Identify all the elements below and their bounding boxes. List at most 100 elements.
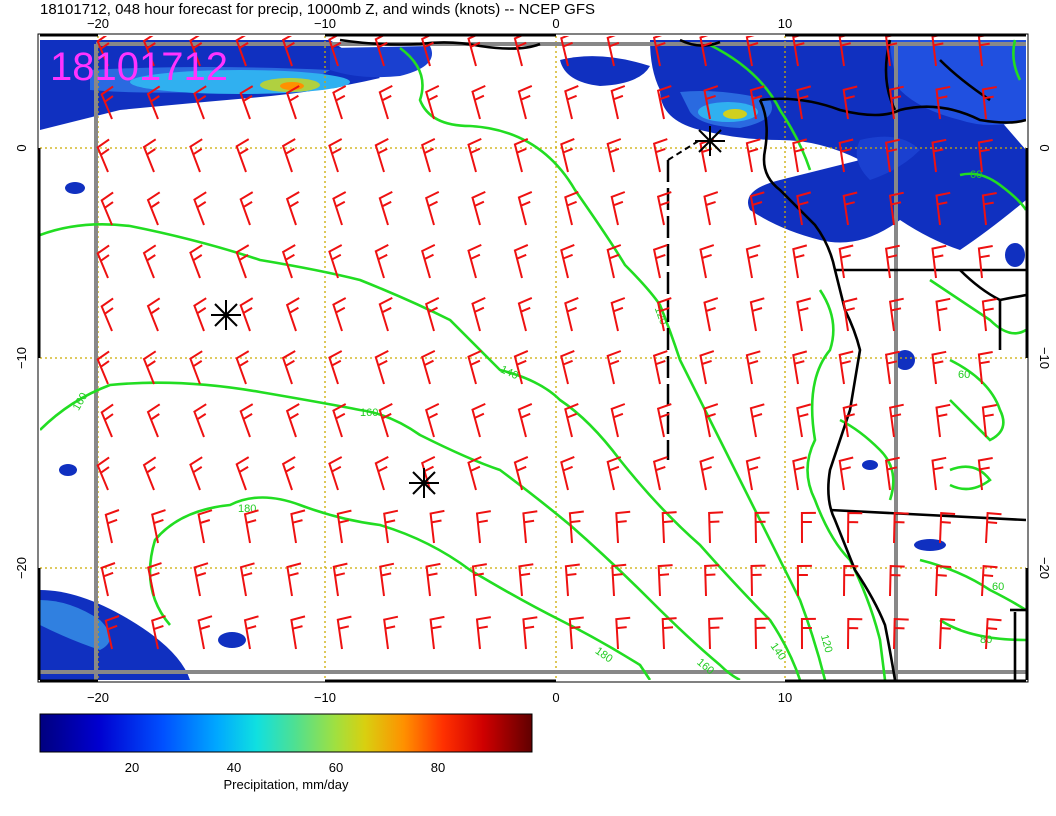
wind-barb	[374, 138, 389, 173]
wind-barb	[285, 403, 300, 438]
wind-barb	[513, 137, 529, 173]
wind-barb	[564, 402, 579, 438]
colorbar: 20 40 60 80 Precipitation, mm/day	[39, 713, 533, 792]
map-panel: 180 180 160 160 160 140 140 120 120 80 6…	[37, 33, 1029, 683]
wind-barb	[652, 244, 668, 279]
right-lat-label: 0	[1037, 144, 1052, 151]
wind-barb	[843, 564, 859, 597]
wind-barb	[467, 137, 482, 173]
top-lon-labels: −20 −10 0 10	[87, 16, 792, 31]
wind-barb	[421, 137, 436, 173]
wind-barb	[467, 36, 481, 67]
contour-60	[839, 418, 895, 501]
wind-barb	[792, 350, 808, 385]
wind-barb	[615, 510, 631, 544]
wind-barb	[792, 456, 808, 491]
wind-barb	[745, 350, 761, 385]
wind-barb	[425, 190, 440, 226]
wind-barb	[239, 85, 254, 120]
wind-barb	[656, 297, 672, 332]
colorbar-tick: 60	[329, 760, 343, 775]
wind-barb	[884, 244, 900, 279]
wind-barb	[285, 297, 300, 332]
contour-60-ring	[949, 358, 1005, 442]
wind-barb	[606, 244, 622, 279]
wind-barb	[754, 617, 770, 650]
wind-barb	[467, 349, 482, 385]
wind-barb	[611, 563, 627, 597]
wind-barb	[336, 615, 352, 650]
precip-band	[40, 600, 110, 650]
wind-barb	[235, 456, 250, 491]
wind-barb	[842, 85, 858, 120]
precip-spot	[65, 182, 85, 194]
wind-barb	[142, 138, 157, 173]
wind-barb	[796, 191, 812, 226]
wind-barb	[281, 244, 296, 279]
contour-small	[1012, 39, 1022, 81]
wind-barb	[749, 297, 765, 332]
wind-barb	[383, 509, 399, 544]
wind-barb	[703, 85, 719, 120]
wind-barb	[197, 615, 213, 650]
wind-barb	[96, 350, 110, 385]
wind-barb	[884, 36, 898, 67]
wind-barb	[708, 511, 724, 544]
wind-barb	[146, 297, 161, 332]
wind-barb	[513, 243, 529, 279]
wind-barb	[281, 350, 296, 385]
wind-barb	[239, 562, 255, 597]
wind-barb	[471, 402, 486, 438]
wind-barb	[560, 455, 575, 491]
wind-barb	[796, 297, 812, 332]
wind-barb	[197, 509, 213, 544]
wind-barb	[981, 86, 997, 120]
wind-barb	[142, 350, 157, 385]
wind-barb	[522, 510, 538, 544]
wind-barb	[606, 36, 620, 67]
wind-barb	[656, 191, 672, 226]
wind-barb	[475, 616, 491, 650]
wind-barb	[517, 84, 533, 120]
wind-barb	[884, 456, 900, 491]
wind-barb	[888, 85, 904, 120]
top-lon-label: −20	[87, 16, 109, 31]
bottom-lon-label: 10	[778, 690, 792, 705]
wind-barb	[378, 191, 393, 226]
contour-120	[399, 46, 827, 680]
dashed-line	[667, 139, 701, 161]
contour-160	[40, 381, 741, 680]
wind-barb	[888, 191, 904, 226]
wind-barb	[239, 403, 254, 438]
wind-barb	[708, 617, 724, 650]
wind-barb	[699, 36, 712, 67]
wind-barb	[560, 349, 575, 385]
wind-barb	[981, 298, 997, 332]
station-marker	[211, 300, 241, 330]
wind-barb	[935, 297, 951, 332]
wind-barb	[847, 511, 863, 544]
wind-barb	[792, 138, 808, 173]
wind-barb	[100, 297, 114, 332]
wind-barb	[935, 191, 951, 226]
contours	[40, 39, 1026, 680]
wind-barb	[893, 617, 909, 650]
wind-barb	[888, 403, 904, 438]
wind-barb	[749, 191, 765, 226]
station-marker	[409, 468, 439, 498]
wind-barb	[522, 616, 538, 650]
wind-barb	[374, 36, 388, 67]
wind-barb	[379, 562, 395, 597]
wind-barb	[977, 351, 993, 385]
wind-barb	[290, 509, 306, 544]
wind-barb	[243, 509, 259, 544]
wind-barb	[931, 138, 947, 173]
wind-barb	[332, 191, 347, 226]
left-lat-label: 0	[14, 144, 29, 151]
wind-barb	[193, 403, 207, 438]
wind-barb	[429, 615, 445, 650]
wind-barb	[657, 564, 673, 597]
wind-barb	[332, 297, 347, 332]
wind-barb	[939, 512, 956, 544]
wind-barb	[517, 190, 533, 226]
